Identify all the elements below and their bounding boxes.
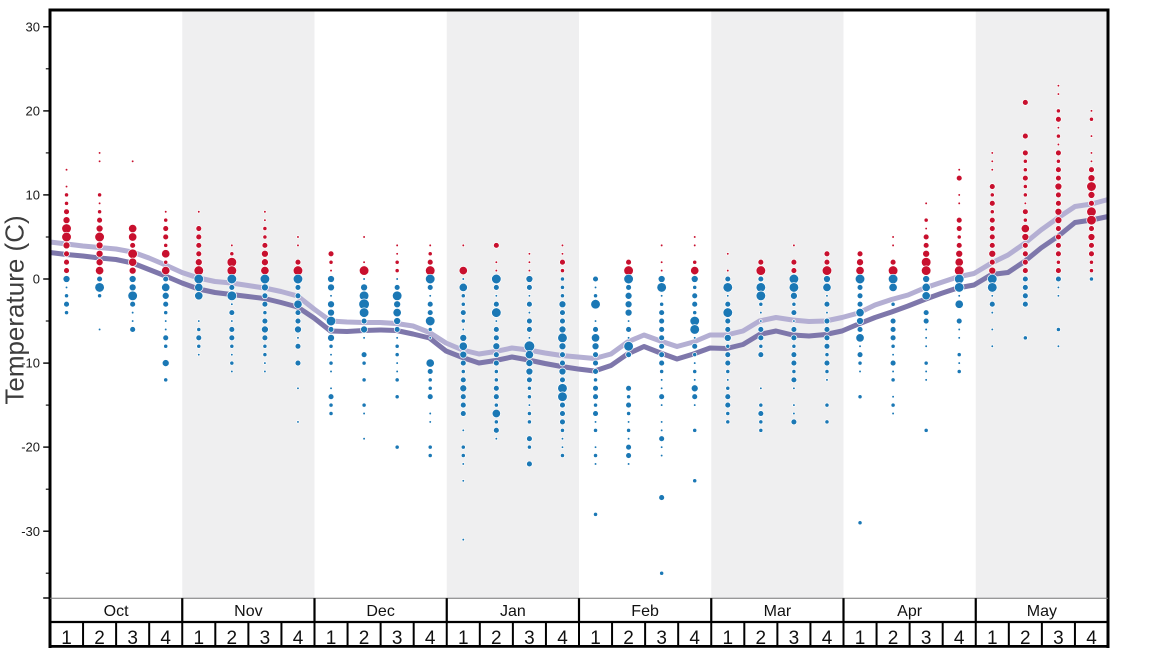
- svg-text:-10: -10: [21, 356, 40, 371]
- svg-text:20: 20: [26, 104, 40, 119]
- svg-text:1: 1: [326, 628, 337, 648]
- svg-text:May: May: [1027, 603, 1057, 620]
- svg-text:Dec: Dec: [366, 603, 394, 620]
- svg-text:3: 3: [260, 628, 271, 648]
- svg-text:2: 2: [888, 628, 899, 648]
- svg-text:1: 1: [590, 628, 601, 648]
- svg-text:4: 4: [557, 628, 568, 648]
- svg-text:4: 4: [954, 628, 965, 648]
- svg-text:Nov: Nov: [234, 603, 262, 620]
- svg-text:4: 4: [822, 628, 833, 648]
- svg-text:1: 1: [855, 628, 866, 648]
- svg-text:4: 4: [1086, 628, 1097, 648]
- svg-text:3: 3: [921, 628, 932, 648]
- svg-text:4: 4: [425, 628, 436, 648]
- svg-text:Feb: Feb: [631, 603, 659, 620]
- svg-text:10: 10: [26, 188, 40, 203]
- svg-text:Temperature (C): Temperature (C): [0, 215, 30, 404]
- svg-text:1: 1: [458, 628, 469, 648]
- svg-text:4: 4: [293, 628, 304, 648]
- svg-text:2: 2: [623, 628, 634, 648]
- svg-text:1: 1: [987, 628, 998, 648]
- svg-text:1: 1: [61, 628, 72, 648]
- svg-text:Jan: Jan: [500, 603, 526, 620]
- svg-text:0: 0: [33, 272, 40, 287]
- svg-text:2: 2: [227, 628, 238, 648]
- svg-text:-30: -30: [21, 524, 40, 539]
- svg-text:4: 4: [160, 628, 171, 648]
- svg-text:2: 2: [1020, 628, 1031, 648]
- svg-text:3: 3: [789, 628, 800, 648]
- svg-text:3: 3: [1053, 628, 1064, 648]
- svg-text:2: 2: [756, 628, 767, 648]
- svg-text:1: 1: [194, 628, 205, 648]
- svg-text:2: 2: [359, 628, 370, 648]
- svg-text:-20: -20: [21, 440, 40, 455]
- svg-text:3: 3: [392, 628, 403, 648]
- svg-text:Apr: Apr: [897, 603, 923, 620]
- svg-text:3: 3: [656, 628, 667, 648]
- svg-text:Mar: Mar: [764, 603, 792, 620]
- svg-text:1: 1: [723, 628, 734, 648]
- svg-text:2: 2: [94, 628, 105, 648]
- svg-text:2: 2: [491, 628, 502, 648]
- svg-text:3: 3: [127, 628, 138, 648]
- svg-text:Oct: Oct: [104, 603, 129, 620]
- svg-text:4: 4: [689, 628, 700, 648]
- svg-text:3: 3: [524, 628, 535, 648]
- svg-text:30: 30: [26, 19, 40, 34]
